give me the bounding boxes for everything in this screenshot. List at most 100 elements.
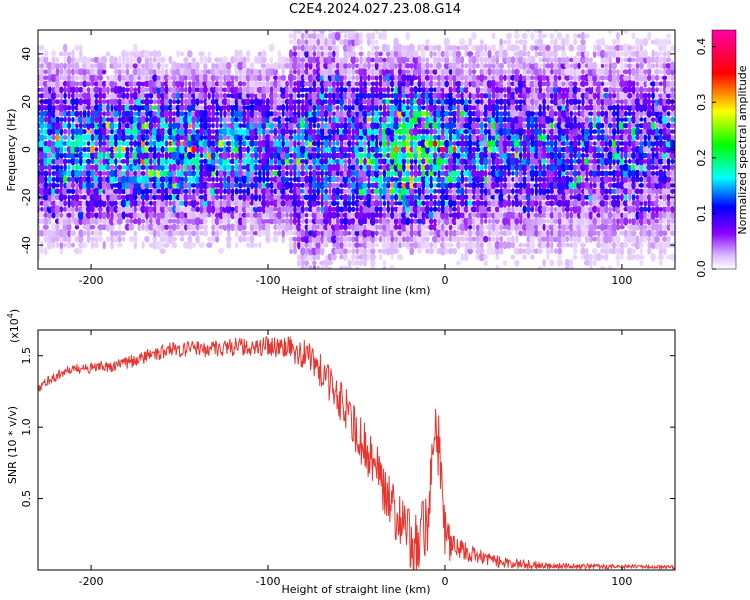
spectrogram-cell	[109, 79, 115, 88]
spectrogram-cell	[183, 104, 188, 111]
spectrogram-cell	[573, 38, 577, 46]
spectrogram-cell	[386, 43, 390, 52]
spectrogram-cell	[178, 73, 186, 83]
spectrogram-cell	[339, 157, 344, 166]
spectrogram-cell	[175, 157, 181, 166]
spectrogram-cell	[327, 45, 333, 51]
spectrogram-cell	[378, 211, 383, 219]
spectrogram-cell	[542, 92, 546, 100]
spectrogram-cell	[308, 235, 313, 243]
spectrogram-cell	[326, 55, 334, 65]
spectrogram-cell	[332, 216, 336, 226]
spectrogram-cell	[331, 98, 337, 106]
spectrogram-cell	[249, 115, 255, 124]
spectrogram-cell	[339, 61, 345, 71]
spectrogram-cell	[152, 69, 157, 75]
spectrogram-cell	[70, 169, 76, 178]
spectrogram-cell	[398, 123, 402, 128]
spectrogram-cell	[331, 105, 337, 110]
spectrogram-cell	[304, 140, 309, 147]
spectrogram-cell	[171, 159, 177, 164]
spectrogram-cell	[300, 57, 306, 63]
spectrogram-cell	[284, 93, 290, 99]
spectrogram-cell	[366, 117, 372, 122]
spectrogram-cell	[304, 158, 309, 165]
spectrogram-cell	[296, 235, 301, 244]
spectrogram-cell	[55, 79, 60, 89]
spectrogram-cell	[39, 87, 45, 93]
spectrogram-cell	[421, 117, 426, 122]
spectrogram-cell	[343, 159, 348, 164]
spectrogram-cell	[515, 39, 519, 45]
spectrogram-cell	[186, 163, 193, 172]
spectrogram-cell	[288, 205, 294, 214]
spectrogram-cell	[285, 200, 289, 207]
spectrogram-cell	[258, 69, 262, 75]
spectrogram-cell	[569, 152, 574, 159]
spectrogram-cell	[121, 170, 126, 176]
spectrogram-cell	[218, 164, 224, 171]
spectrogram-cell	[412, 50, 419, 58]
spectrogram-cell	[78, 139, 84, 148]
spectrogram-cell	[362, 228, 368, 238]
spectrogram-cell	[533, 183, 539, 188]
spectrogram-cell	[270, 63, 274, 69]
spectrogram-cell	[125, 62, 130, 69]
spectrogram-cell	[374, 115, 380, 124]
spectrogram-cell	[319, 61, 325, 71]
spectrogram-cell	[74, 235, 80, 243]
spectrogram-cell	[472, 224, 476, 231]
spectrogram-cell	[63, 128, 68, 135]
spectrogram-cell	[109, 62, 115, 69]
spectrogram-cell	[237, 158, 243, 164]
spectrogram-cell	[156, 123, 162, 129]
spectrogram-cell	[129, 55, 134, 65]
spectrogram-cell	[179, 200, 185, 206]
spectrogram-cell	[171, 67, 178, 76]
spectrogram-cell	[129, 159, 134, 164]
spectrogram-cell	[93, 193, 100, 202]
spectrogram-cell	[460, 68, 464, 76]
spectrogram-cell	[335, 147, 341, 152]
spectrogram-cell	[405, 158, 410, 164]
spectrogram-cell	[362, 176, 368, 182]
spectrogram-cell	[202, 86, 209, 94]
spectrogram-cell	[530, 164, 535, 170]
spectrogram-cell	[214, 212, 220, 218]
spectrogram-cell	[264, 116, 271, 124]
spectrogram-cell	[386, 205, 391, 213]
spectrogram-cell	[214, 57, 221, 63]
spectrogram-cell	[167, 181, 174, 190]
spectrogram-cell	[366, 38, 371, 46]
spectrogram-cell	[479, 200, 485, 206]
spectrogram-cell	[168, 211, 173, 219]
spectrogram-cell	[230, 193, 235, 202]
spectrogram-cell	[379, 104, 383, 111]
spectrogram-cell	[121, 236, 126, 242]
spectrogram-cell	[226, 158, 231, 164]
spectrogram-cell	[59, 212, 64, 218]
spectrogram-cell	[347, 30, 352, 33]
spectrogram-cell	[67, 116, 72, 123]
spectrogram-cell	[50, 116, 57, 123]
spectrogram-cell	[320, 51, 325, 57]
spectrogram-cell	[299, 128, 306, 135]
spectrogram-cell	[219, 200, 223, 207]
spectrogram-cell	[132, 104, 138, 111]
spectrogram-cell	[577, 175, 582, 184]
spectrogram-cell	[242, 152, 247, 159]
spectrogram-cell	[316, 86, 321, 94]
spectrogram-cell	[347, 200, 352, 207]
spectrogram-cell	[51, 182, 57, 189]
spectrogram-cell	[179, 211, 185, 220]
spectrogram-cell	[319, 127, 325, 137]
spectrogram-cell	[359, 127, 364, 136]
spectrogram-cell	[320, 145, 324, 154]
spectrogram-cell	[160, 156, 166, 166]
spectrogram-cell	[97, 61, 104, 70]
spectrogram-cell	[149, 56, 153, 64]
spectrogram-cell	[277, 56, 282, 64]
spectrogram-cell	[506, 188, 512, 194]
spectrogram-cell	[284, 193, 290, 202]
spectrogram-cell	[530, 32, 535, 40]
